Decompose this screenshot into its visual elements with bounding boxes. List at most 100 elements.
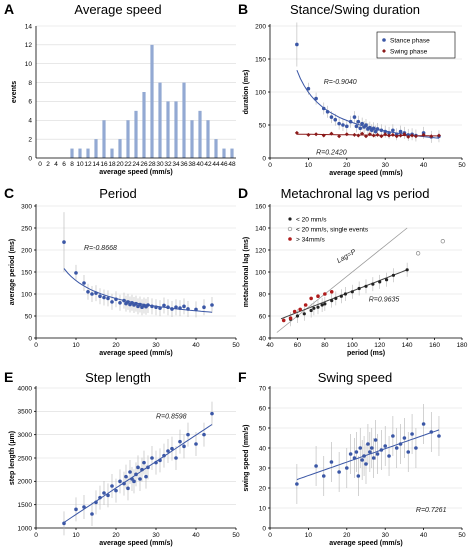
x-tick-label: 32 — [164, 161, 172, 168]
data-point — [150, 456, 154, 460]
x-tick-label: 30 — [382, 162, 390, 169]
data-point — [383, 444, 388, 448]
single-event-point — [415, 251, 421, 256]
stance-point — [371, 126, 376, 131]
data-point — [398, 442, 403, 446]
data-point — [106, 493, 110, 498]
data-point — [130, 477, 134, 481]
x-tick-label: 40 — [192, 342, 200, 349]
data-point — [174, 456, 178, 460]
data-point — [82, 281, 86, 285]
x-tick-label: 20 — [343, 532, 351, 539]
x-tick-label: 50 — [232, 532, 240, 539]
y-tick-label: 0 — [28, 335, 32, 342]
panel-letter: D — [238, 185, 248, 201]
data-point — [182, 304, 186, 309]
x-tick-label: 160 — [429, 342, 440, 349]
legend-label: > 34mm/s — [296, 237, 325, 244]
swing-point — [410, 133, 415, 138]
data-point — [142, 460, 146, 465]
slow-point — [357, 286, 361, 291]
single-event-point — [440, 239, 445, 244]
swing-point — [294, 130, 299, 135]
data-point — [150, 304, 154, 309]
data-point — [373, 438, 378, 442]
data-point — [364, 462, 368, 466]
data-point — [162, 303, 166, 308]
stance-point — [329, 115, 334, 119]
data-point — [90, 292, 94, 296]
panel-c: C Period 0 50 100 150 200 250 300 0 10 20 30 40 50 aver… — [4, 185, 240, 357]
panel-letter: B — [238, 1, 248, 17]
data-point — [368, 450, 372, 454]
y-tick-label: 50 — [259, 425, 267, 432]
annotation: R=0.2420 — [316, 150, 347, 157]
data-point — [122, 298, 126, 303]
trendline — [63, 424, 213, 523]
swing-point — [352, 132, 357, 137]
x-tick-label: 46 — [220, 161, 228, 168]
y-tick-label: 6 — [28, 99, 32, 106]
stance-point — [356, 119, 361, 124]
swing-point — [329, 131, 334, 136]
data-point — [194, 307, 198, 312]
swing-point — [371, 133, 376, 138]
y-tick-label: 20 — [259, 485, 267, 492]
y-tick-label: 10 — [259, 505, 267, 512]
data-point — [138, 477, 142, 481]
swing-point — [314, 132, 319, 137]
legend-marker — [288, 237, 292, 241]
bar — [150, 44, 154, 158]
data-point — [140, 467, 144, 472]
data-point — [102, 295, 106, 300]
x-tick-label: 6 — [62, 161, 66, 168]
data-point — [114, 488, 118, 493]
x-tick-label: 120 — [374, 342, 385, 349]
y-tick-label: 120 — [255, 247, 266, 254]
x-tick-label: 20 — [116, 161, 124, 168]
y-tick-label: 250 — [21, 225, 32, 232]
bar — [70, 148, 74, 158]
bar — [214, 139, 218, 158]
data-point — [354, 450, 359, 454]
fast-point — [303, 303, 308, 307]
data-point — [410, 432, 414, 436]
y-tick-label: 2 — [28, 136, 32, 143]
slow-point — [330, 299, 334, 303]
y-tick-label: 80 — [259, 291, 267, 298]
x-tick-label: 60 — [294, 342, 302, 349]
y-tick-label: 40 — [259, 335, 267, 342]
data-point — [360, 458, 364, 462]
legend-marker — [288, 217, 292, 221]
data-point — [158, 306, 162, 310]
swing-point — [398, 133, 403, 138]
slow-point — [378, 280, 382, 284]
y-tick-label: 1500 — [18, 502, 33, 509]
annotation: R=0.7261 — [416, 507, 447, 514]
x-tick-label: 20 — [112, 342, 120, 349]
x-tick-label: 26 — [140, 161, 148, 168]
y-tick-label: 60 — [259, 405, 267, 412]
data-point — [118, 479, 122, 484]
data-point — [371, 456, 376, 460]
panel-e: E Step length 1000 1500 2000 2500 3000 3500 4000… — [4, 369, 240, 547]
slow-point — [364, 284, 368, 288]
swing-point — [364, 134, 368, 139]
fast-point — [281, 318, 286, 323]
data-point — [348, 452, 353, 456]
annotation: R=-0.8668 — [84, 245, 117, 252]
data-point — [174, 305, 178, 310]
x-axis-label: average speed (mm/s) — [99, 169, 173, 176]
y-tick-label: 150 — [255, 56, 266, 63]
y-tick-label: 4000 — [18, 385, 33, 392]
y-axis-label: average period (ms) — [9, 239, 16, 306]
x-tick-label: 30 — [152, 532, 160, 539]
stance-point — [333, 117, 338, 122]
stance-point — [306, 86, 311, 91]
x-tick-label: 0 — [268, 162, 272, 169]
data-point — [74, 271, 78, 275]
data-point — [406, 450, 411, 454]
legend-label: Stance phase — [390, 38, 430, 45]
y-tick-label: 0 — [28, 155, 32, 162]
